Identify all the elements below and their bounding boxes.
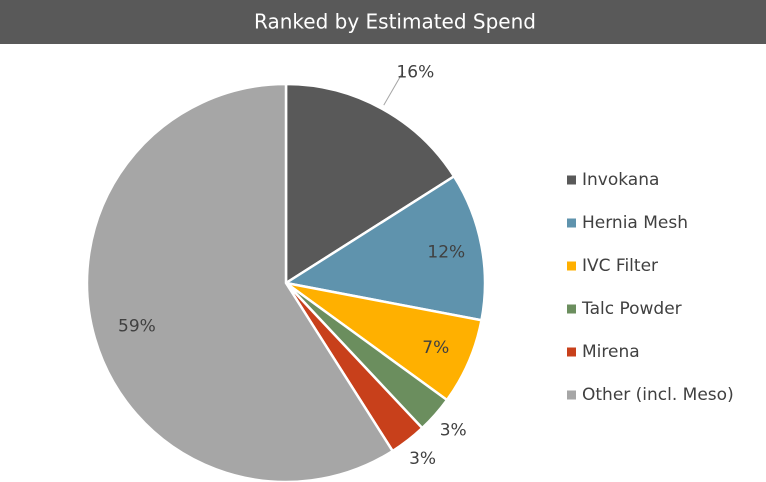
leader-line	[383, 72, 404, 106]
legend-label: Mirena	[582, 342, 640, 362]
data-label: 7%	[422, 338, 449, 358]
data-label: 16%	[396, 63, 434, 83]
title-bar	[0, 0, 766, 44]
legend-label: Invokana	[582, 170, 659, 190]
legend-swatch	[567, 304, 576, 314]
data-label: 3%	[440, 420, 467, 440]
legend-swatch	[567, 347, 576, 357]
legend-label: Other (incl. Meso)	[582, 385, 734, 405]
legend-label: IVC Filter	[582, 256, 658, 276]
legend-label: Hernia Mesh	[582, 213, 688, 233]
data-label: 12%	[427, 242, 465, 262]
legend-swatch	[567, 261, 576, 271]
legend-label: Talc Powder	[581, 299, 682, 319]
pie-slice	[282, 174, 487, 322]
legend-swatch	[567, 390, 576, 400]
data-label: 59%	[118, 316, 156, 336]
chart-title: Ranked by Estimated Spend	[254, 10, 536, 34]
legend-swatch	[567, 175, 576, 185]
data-label: 3%	[409, 449, 436, 469]
pie-slice	[284, 82, 456, 286]
legend-swatch	[567, 218, 576, 228]
